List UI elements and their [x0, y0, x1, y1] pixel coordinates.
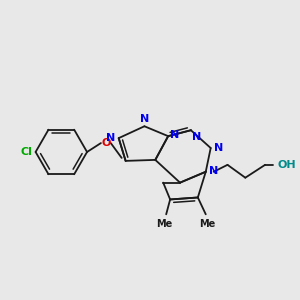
Text: N: N — [214, 143, 223, 153]
Text: N: N — [192, 132, 201, 142]
Text: N: N — [140, 114, 149, 124]
Text: O: O — [101, 138, 110, 148]
Text: Me: Me — [200, 219, 216, 229]
Text: Cl: Cl — [21, 147, 33, 157]
Text: Me: Me — [156, 219, 172, 229]
Text: N: N — [209, 166, 218, 176]
Text: OH: OH — [278, 160, 297, 170]
Text: N: N — [106, 133, 116, 143]
Text: N: N — [170, 130, 179, 140]
